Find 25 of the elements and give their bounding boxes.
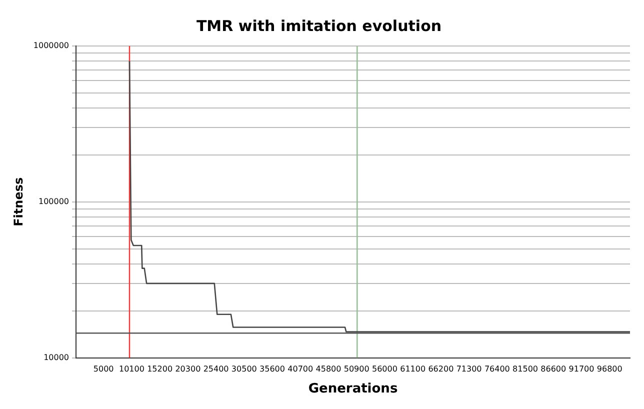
x-tick-label: 61100	[400, 364, 426, 374]
x-tick-label: 30500	[231, 364, 257, 374]
y-tick-label: 10000	[44, 352, 70, 362]
x-tick-label: 40700	[288, 364, 314, 374]
x-tick-label: 56000	[372, 364, 398, 374]
x-tick-label: 81500	[512, 364, 538, 374]
x-tick-label: 66200	[428, 364, 454, 374]
x-tick-label: 71300	[456, 364, 482, 374]
y-tick-label: 1000000	[33, 41, 70, 50]
x-tick-label: 76400	[484, 364, 510, 374]
x-tick-label: 91700	[568, 364, 594, 374]
y-tick-label: 100000	[38, 196, 70, 206]
x-tick-label: 15200	[147, 364, 173, 374]
x-tick-label: 5000	[93, 364, 114, 374]
x-tick-label: 86600	[540, 364, 566, 374]
x-tick-label: 25400	[203, 364, 229, 374]
chart-title: TMR with imitation evolution	[196, 16, 442, 35]
y-axis-title: Fitness	[11, 177, 26, 226]
x-tick-label: 45800	[316, 364, 342, 374]
x-tick-label: 10100	[118, 364, 144, 374]
x-axis-title: Generations	[308, 382, 398, 397]
x-tick-label: 35600	[260, 364, 285, 374]
x-tick-label: 50900	[344, 364, 370, 374]
x-tick-label: 96800	[596, 364, 622, 374]
x-tick-label: 20300	[175, 364, 201, 374]
